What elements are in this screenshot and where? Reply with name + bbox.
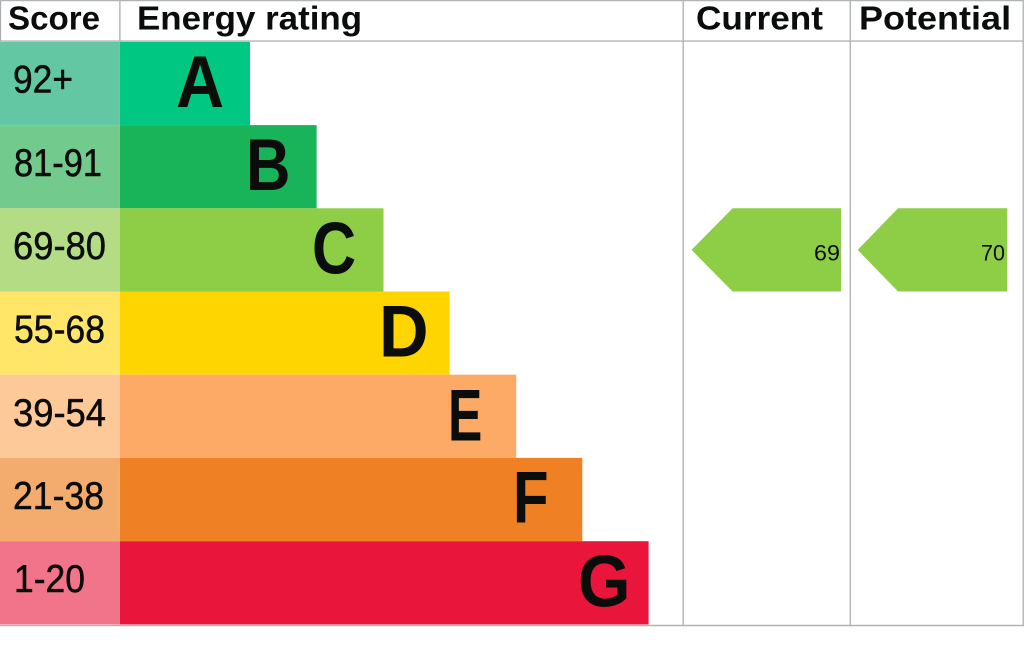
svg-text:92+: 92+ [13,59,73,102]
svg-text:G: G [578,542,631,623]
svg-text:B: B [246,125,290,206]
svg-text:F: F [513,458,549,539]
svg-text:1-20: 1-20 [14,558,85,601]
svg-text:A: A [176,42,224,123]
svg-text:69: 69 [814,240,840,265]
svg-text:C: C [312,208,356,289]
svg-text:Potential: Potential [859,0,1011,37]
svg-text:81-91: 81-91 [14,142,102,185]
svg-text:Current: Current [696,0,823,37]
svg-text:70: 70 [981,240,1005,265]
svg-text:21-38: 21-38 [13,475,104,518]
svg-text:69-80: 69-80 [13,225,106,268]
svg-text:Energy rating: Energy rating [137,0,362,37]
svg-text:55-68: 55-68 [14,309,105,352]
svg-text:39-54: 39-54 [13,392,106,435]
svg-text:D: D [379,291,429,372]
svg-text:Score: Score [8,0,100,37]
svg-text:E: E [448,375,482,456]
